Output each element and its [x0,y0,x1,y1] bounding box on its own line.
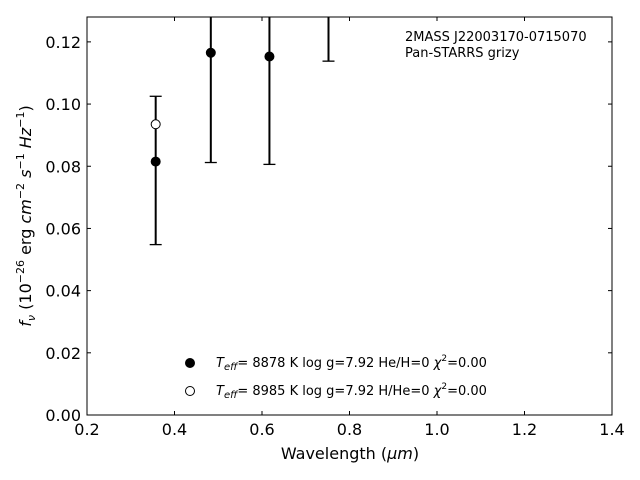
y-axis-title: fν (10−26 erg cm−2 s−1 Hz−1) [14,105,38,326]
x-tick-label: 1.2 [512,420,537,439]
y-tick-label: 0.10 [45,95,81,114]
y-tick-label: 0.06 [45,219,81,238]
y-tick-label: 0.00 [45,406,81,425]
legend-entry-1: Teff= 8878 K log g=7.92 He/H=0 χ2=0.00 [216,354,487,373]
x-tick-label: 0.4 [162,420,187,439]
legend-marker-filled [185,358,195,368]
data-point-filled [205,47,216,58]
y-tick-label: 0.04 [45,282,81,301]
x-tick-label: 0.2 [74,420,99,439]
x-tick-label: 0.8 [337,420,362,439]
x-axis-title: Wavelength (μm) [281,444,419,463]
legend-marker-open [185,386,195,396]
y-tick-label: 0.02 [45,344,81,363]
y-tick-label: 0.12 [45,33,81,52]
legend: Teff= 8878 K log g=7.92 He/H=0 χ2=0.00 T… [185,354,487,401]
annotation-line-2: Pan-STARRS grizy [405,46,520,61]
annotation-line-1: 2MASS J22003170-0715070 [405,30,587,45]
legend-entry-2: Teff= 8985 K log g=7.92 H/He=0 χ2=0.00 [216,382,487,401]
x-tick-label: 1.0 [424,420,449,439]
data-point-filled [150,156,161,167]
x-tick-label: 1.4 [599,420,624,439]
y-tick-label: 0.08 [45,157,81,176]
data-point-filled [264,51,275,62]
x-tick-label: 0.6 [249,420,274,439]
data-point-open [150,119,161,130]
